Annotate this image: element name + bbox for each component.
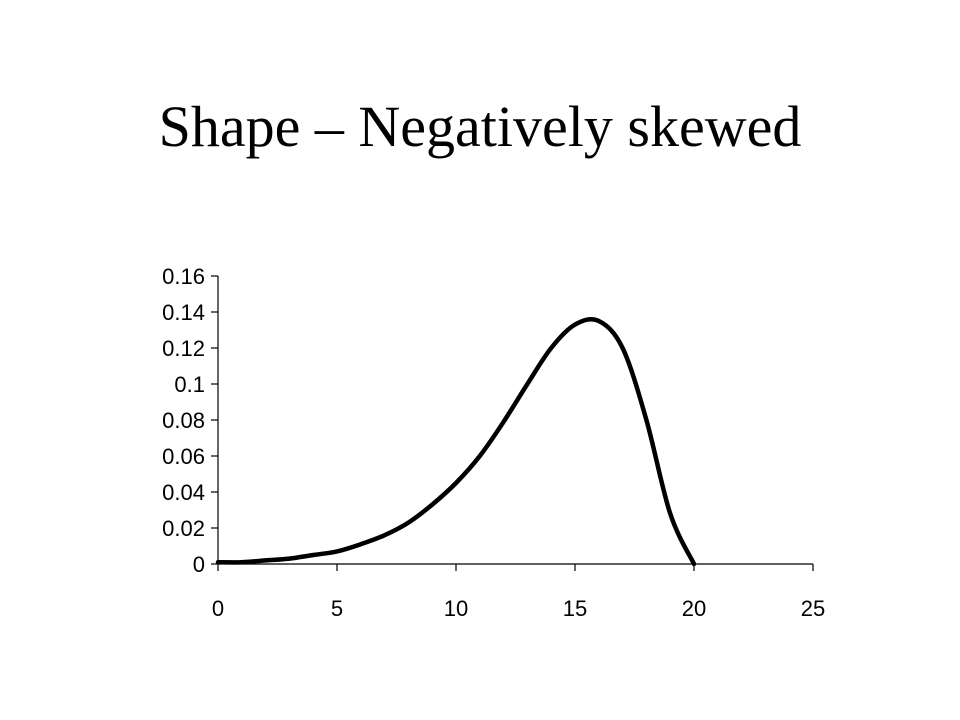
y-tick-label: 0.02 <box>162 516 205 541</box>
series-point <box>217 561 219 563</box>
y-tick-label: 0.04 <box>162 480 205 505</box>
y-tick-label: 0.12 <box>162 336 205 361</box>
series-point <box>455 482 457 484</box>
series-point <box>407 522 409 524</box>
series-point <box>574 324 576 326</box>
series-point <box>384 534 386 536</box>
series-point <box>241 561 243 563</box>
x-tick-label: 10 <box>444 596 468 621</box>
series-point <box>669 513 671 515</box>
series-point <box>479 455 481 457</box>
series-point <box>312 554 314 556</box>
series-point <box>693 563 695 565</box>
x-tick-label: 5 <box>331 596 343 621</box>
x-tick-label: 25 <box>801 596 825 621</box>
x-tick-label: 15 <box>563 596 587 621</box>
slide-title: Shape – Negatively skewed <box>158 94 802 159</box>
chart-axes <box>211 275 814 571</box>
y-tick-label: 0.08 <box>162 408 205 433</box>
series-point <box>598 320 600 322</box>
y-tick-label: 0.1 <box>174 372 205 397</box>
series-point <box>360 543 362 545</box>
series-point <box>622 347 624 349</box>
x-tick-label: 20 <box>682 596 706 621</box>
x-tick-label: 0 <box>212 596 224 621</box>
series-point <box>265 559 267 561</box>
series-point <box>336 550 338 552</box>
y-tick-label: 0.06 <box>162 444 205 469</box>
series-point <box>645 419 647 421</box>
series-point <box>288 558 290 560</box>
chart-series <box>215 316 697 567</box>
y-tick-label: 0.14 <box>162 300 205 325</box>
series-point <box>431 504 433 506</box>
series-point <box>526 383 528 385</box>
series-line <box>215 316 697 567</box>
series-point <box>503 421 505 423</box>
y-tick-label: 0 <box>193 552 205 577</box>
chart-tick-labels: 0 0.02 0.04 0.06 0.08 0.1 0.12 0.14 0.16 0 5 10 15 20… <box>162 264 825 621</box>
y-tick-label: 0.16 <box>162 264 205 289</box>
series-point <box>550 347 552 349</box>
